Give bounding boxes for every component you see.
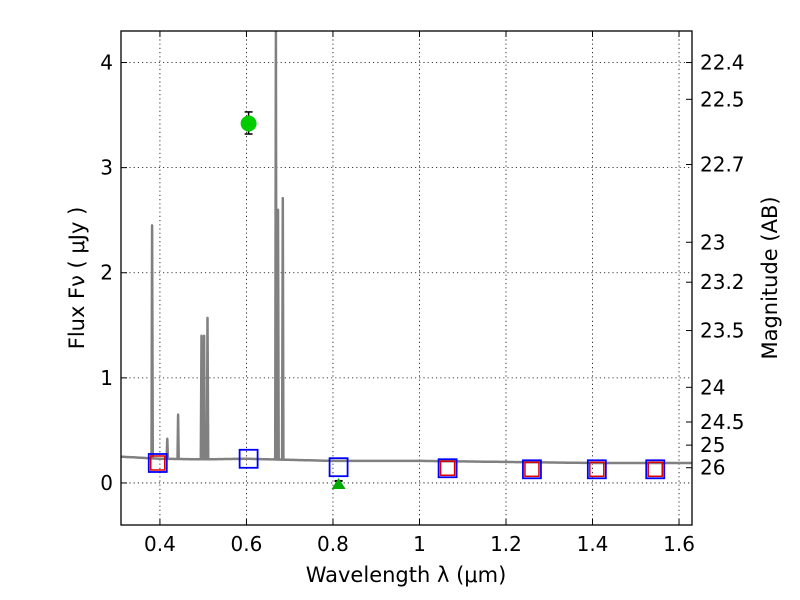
model-flux-point [147,453,168,473]
model-flux-point [586,459,607,480]
x-tick-label: 0.8 [317,532,349,556]
model-flux-point [238,448,259,469]
y-tick-label: 4 [100,51,113,75]
mag-tick-label: 24.5 [700,410,745,434]
mag-tick-label: 22.7 [700,152,745,176]
x-tick-label: 1.6 [663,532,695,556]
marker-layer [147,111,666,489]
mag-tick-label: 24 [700,375,725,399]
y-axis-label: Flux Fν ( μJy ) [65,207,89,350]
observed-flux-point [524,461,540,478]
right-axis-label: Magnitude (AB) [758,196,782,359]
mag-tick-label: 23 [700,230,725,254]
observed-flux-point [589,461,605,478]
model-spectrum-line [121,31,692,465]
x-tick-label: 1.4 [577,532,609,556]
mag-tick-label: 25 [700,433,725,457]
plot-background [121,31,692,525]
model-flux-point [328,457,349,478]
observed-flux-point [647,461,663,478]
x-tick-label: 0.6 [231,532,263,556]
y-tick-label: 3 [100,156,113,180]
y-tick-label: 2 [100,261,113,285]
model-flux-point [522,459,542,480]
model-flux-point [645,459,666,480]
mag-tick-label: 26 [700,456,725,480]
x-tick-label: 0.4 [144,532,176,556]
plot-frame [120,30,693,526]
data-layer [121,31,692,465]
mag-tick-label: 23.2 [700,270,745,294]
grid [121,31,692,525]
mag-tick-label: 23.5 [700,319,745,343]
y-tick-label: 1 [100,366,113,390]
mag-tick-label: 22.5 [700,87,745,111]
x-tick-label: 1.2 [490,532,522,556]
x-tick-label: 1 [413,532,426,556]
y-tick-label: 0 [100,471,113,495]
mag-tick-label: 22.4 [700,51,745,75]
upper-limit-point [331,477,346,489]
x-axis-label: Wavelength λ (μm) [306,563,507,587]
detection-point [240,115,257,132]
observed-flux-point [439,460,456,476]
model-flux-point [437,458,458,479]
observed-flux-point [150,455,166,471]
